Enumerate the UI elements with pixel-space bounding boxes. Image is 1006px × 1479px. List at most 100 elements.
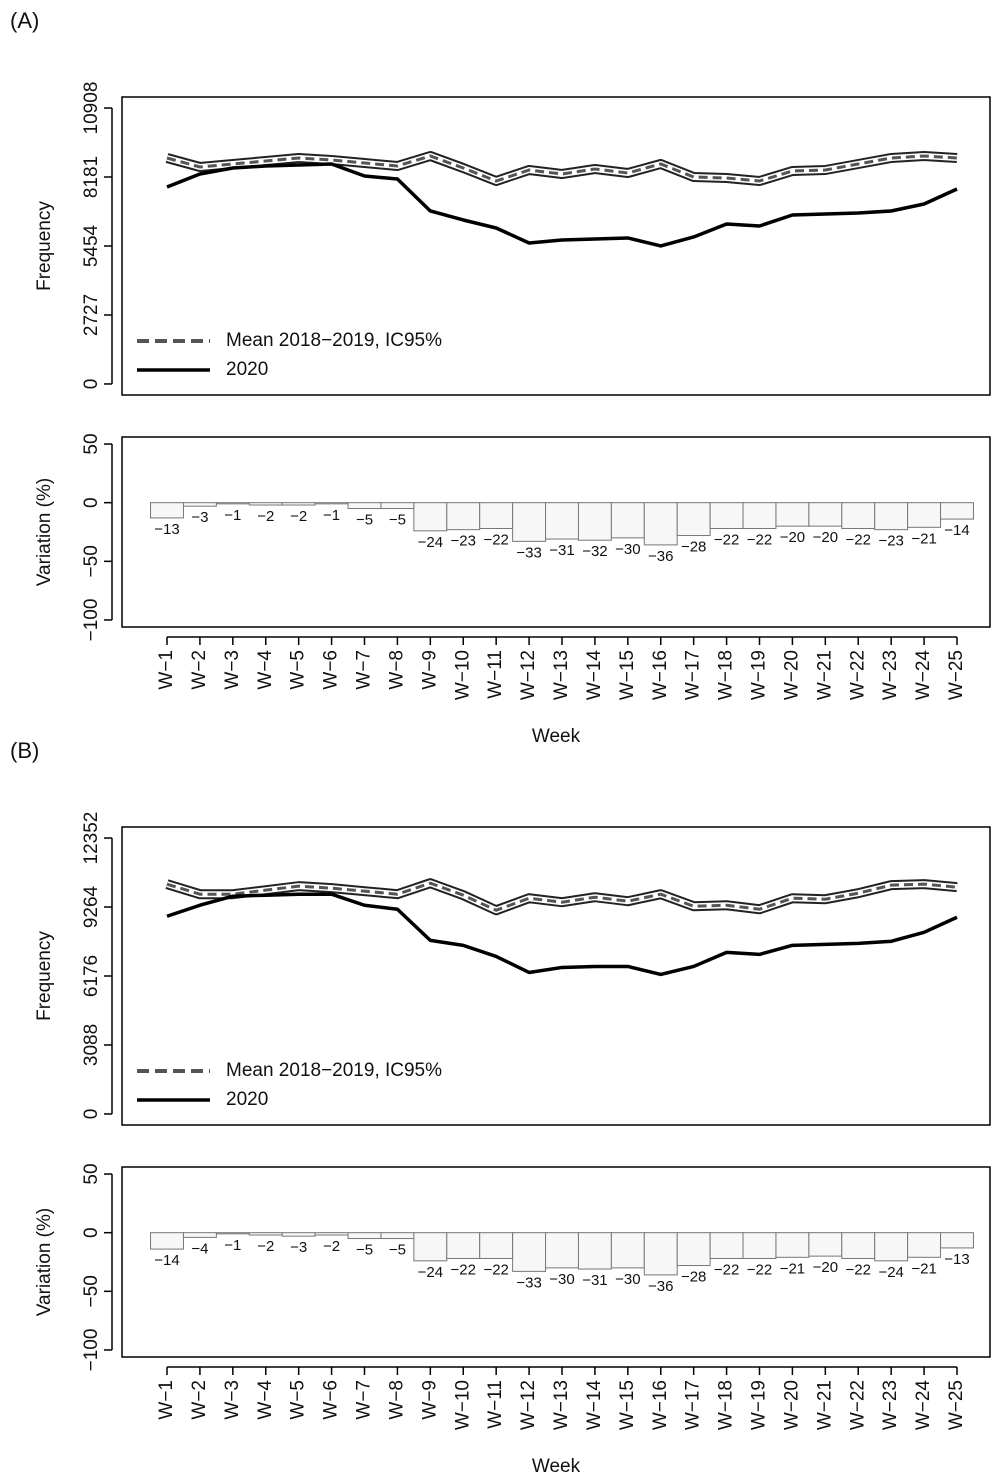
x-tick-label: W−24 <box>913 1380 934 1431</box>
value-label: −3 <box>191 509 208 526</box>
value-label: −23 <box>451 533 476 550</box>
bar <box>380 502 415 510</box>
bar <box>577 1232 612 1270</box>
value-label: −5 <box>389 1242 406 1259</box>
bar <box>577 502 612 541</box>
bar <box>248 502 283 506</box>
x-tick-label: W−21 <box>814 1380 835 1430</box>
value-label: −22 <box>747 1261 772 1278</box>
x-tick-label: W−5 <box>288 1380 309 1420</box>
x-tick-label: W−9 <box>419 650 440 690</box>
x-tick-label: W−18 <box>716 650 737 700</box>
x-tick-label: W−20 <box>781 650 802 700</box>
value-label: −2 <box>323 1238 340 1255</box>
x-tick-label: W−6 <box>321 1380 342 1420</box>
bar <box>512 1232 547 1272</box>
y-tick-label: 6176 <box>81 955 102 997</box>
x-tick-label: W−14 <box>584 650 605 701</box>
bar <box>940 502 974 520</box>
value-label: −21 <box>911 530 936 547</box>
series-line <box>166 162 958 248</box>
bar <box>874 1232 909 1262</box>
value-label: −22 <box>483 531 508 548</box>
value-label: −2 <box>290 508 307 525</box>
plot-frame <box>121 96 991 396</box>
bar <box>150 1232 184 1250</box>
x-tick-label: W−23 <box>880 1380 901 1430</box>
y-tick-label: 3088 <box>81 1024 102 1066</box>
x-tick-label: W−4 <box>255 1380 276 1420</box>
value-label: −22 <box>846 1261 871 1278</box>
bar <box>380 1232 415 1240</box>
x-axis-label: Week <box>532 726 581 747</box>
value-label: −5 <box>389 512 406 529</box>
value-label: −30 <box>615 1271 640 1288</box>
bar <box>512 502 547 542</box>
bar <box>610 502 645 539</box>
y-tick-label: 0 <box>81 379 102 390</box>
value-label: −22 <box>714 531 739 548</box>
value-label: −24 <box>418 534 443 551</box>
bar <box>248 1232 283 1236</box>
x-tick-label: W−17 <box>683 1380 704 1430</box>
x-tick-label: W−6 <box>321 650 342 690</box>
value-label: −36 <box>648 1278 673 1295</box>
value-label: −21 <box>911 1260 936 1277</box>
value-label: −14 <box>154 1252 179 1269</box>
y-tick-label: 10908 <box>81 82 102 135</box>
value-label: −24 <box>418 1264 443 1281</box>
x-tick-label: W−9 <box>419 1380 440 1420</box>
value-label: −3 <box>290 1239 307 1256</box>
bar <box>545 502 579 540</box>
bar <box>215 1232 250 1235</box>
value-label: −28 <box>681 538 706 555</box>
bar <box>841 1232 876 1259</box>
bar <box>610 1232 645 1269</box>
x-tick-label: W−14 <box>584 1380 605 1431</box>
x-tick-label: W−8 <box>386 1380 407 1420</box>
bar <box>281 502 316 506</box>
x-tick-label: W−24 <box>913 650 934 701</box>
bar <box>742 502 777 529</box>
x-tick-label: W−3 <box>222 650 243 690</box>
bar <box>413 1232 448 1262</box>
x-tick-label: W−19 <box>749 650 770 700</box>
value-label: −1 <box>224 507 241 524</box>
x-tick-label: W−3 <box>222 1380 243 1420</box>
legend-label: 2020 <box>226 1089 268 1110</box>
bar <box>215 502 250 505</box>
bar <box>150 502 184 519</box>
y-tick-label: −50 <box>81 545 102 577</box>
value-label: −36 <box>648 548 673 565</box>
plot-frame <box>121 826 991 1126</box>
value-label: −22 <box>747 531 772 548</box>
y-tick-label: 9264 <box>81 885 102 928</box>
x-tick-label: W−20 <box>781 1380 802 1430</box>
bar <box>775 502 810 527</box>
series-line <box>166 892 958 977</box>
value-label: −20 <box>780 529 805 546</box>
x-tick-label: W−22 <box>847 1380 868 1430</box>
value-label: −4 <box>191 1240 208 1257</box>
value-label: −2 <box>257 1238 274 1255</box>
panel-label: (A) <box>10 8 39 33</box>
y-axis-label: Variation (%) <box>34 1208 55 1316</box>
x-tick-label: W−23 <box>880 650 901 700</box>
bar <box>479 1232 514 1259</box>
x-tick-label: W−18 <box>716 1380 737 1430</box>
value-label: −32 <box>582 543 607 560</box>
x-tick-label: W−12 <box>518 650 539 700</box>
value-label: −31 <box>582 1272 607 1289</box>
bar <box>874 502 909 531</box>
x-tick-label: W−12 <box>518 1380 539 1430</box>
bar <box>281 1232 316 1237</box>
value-label: −23 <box>878 533 903 550</box>
value-label: −33 <box>516 1274 541 1291</box>
x-tick-label: W−25 <box>946 650 967 700</box>
bar <box>347 502 382 510</box>
x-axis-label: Week <box>532 1456 581 1477</box>
value-label: −22 <box>483 1261 508 1278</box>
value-label: −22 <box>714 1261 739 1278</box>
